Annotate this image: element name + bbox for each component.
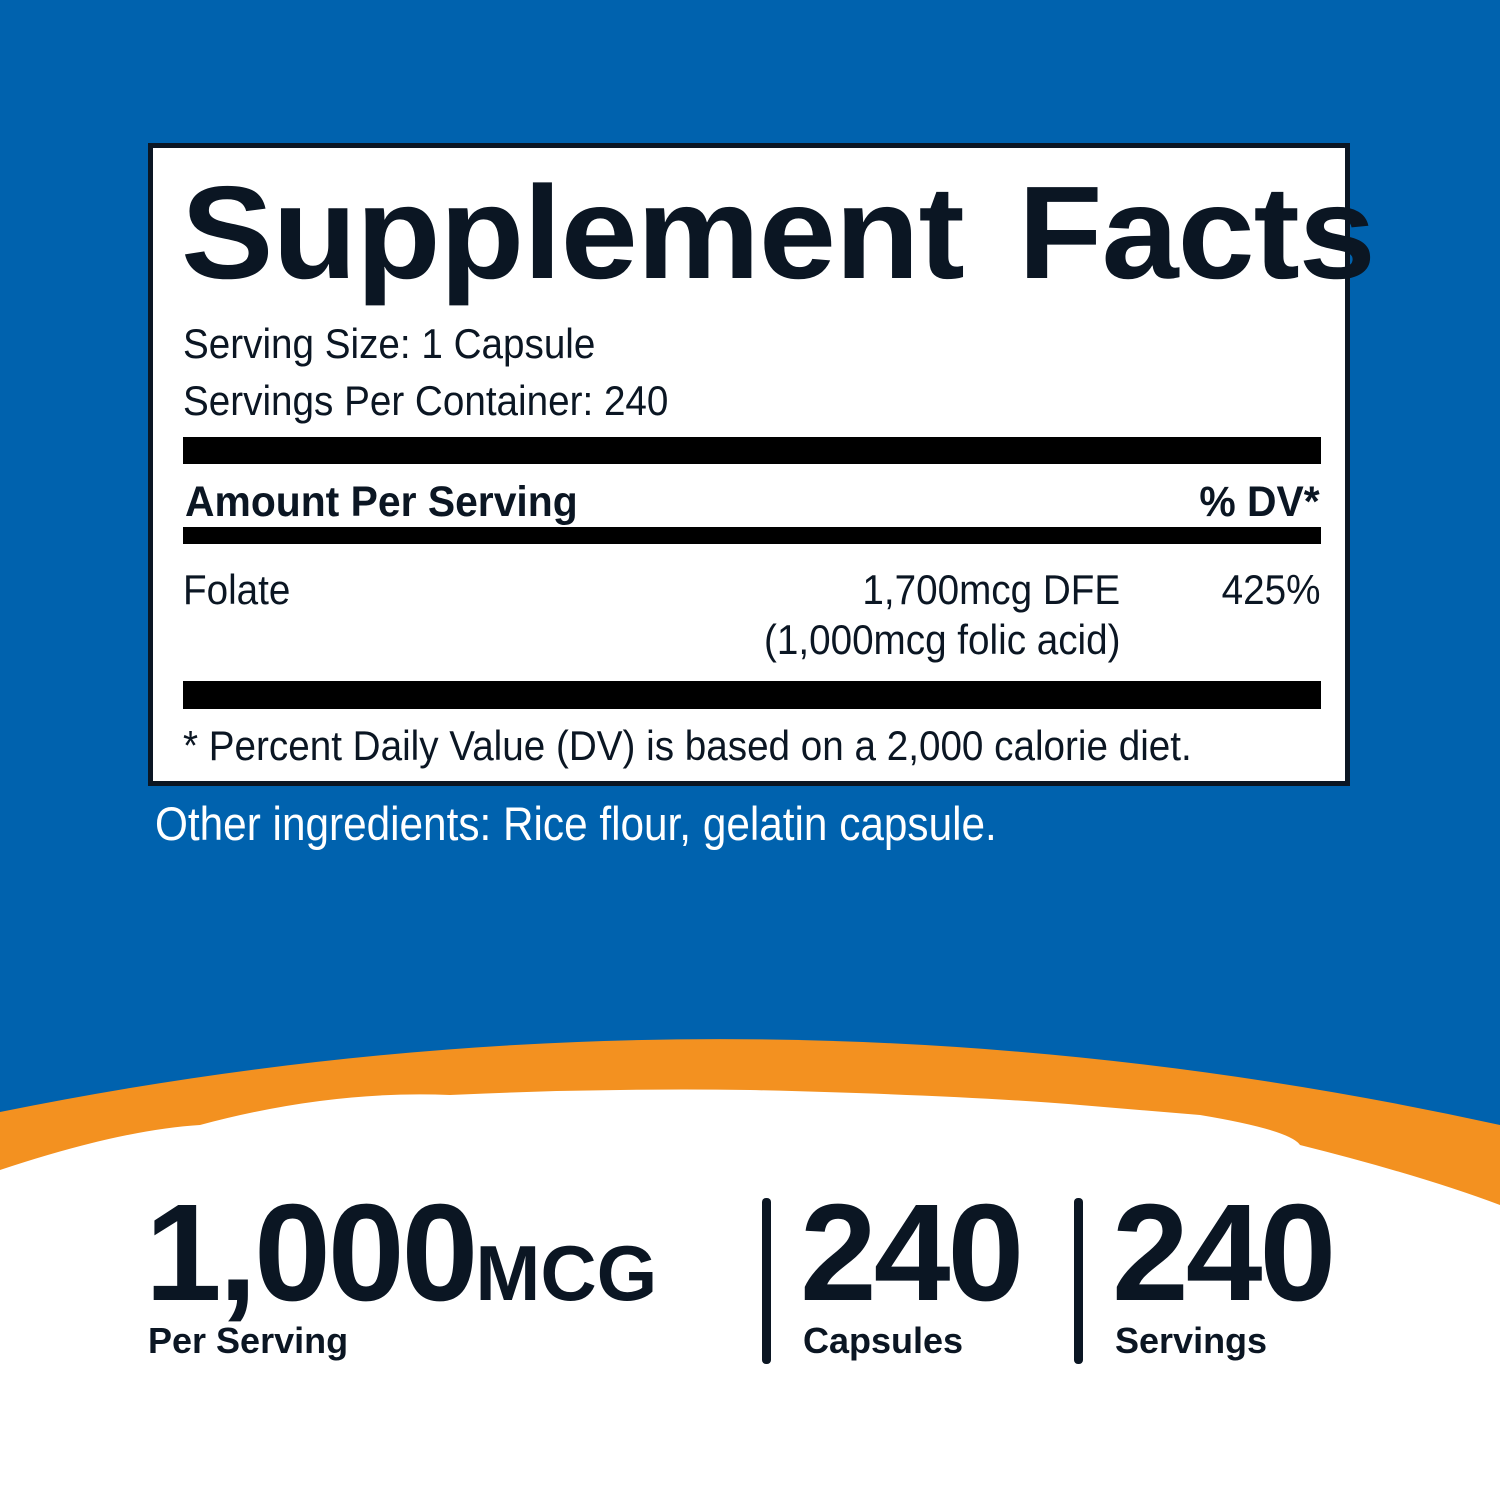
serving-size: Serving Size: 1 Capsule: [183, 320, 596, 367]
stat-dose-value: 1,000MCG: [145, 1184, 657, 1322]
nutrient-dv: 425%: [1221, 566, 1320, 613]
amount-header: Amount Per Serving: [185, 478, 578, 526]
stat-capsules-caption: Capsules: [803, 1320, 964, 1361]
stat-dose-number: 1,000: [145, 1176, 478, 1330]
dv-header: % DV*: [1199, 478, 1320, 526]
stat-divider: [762, 1198, 771, 1364]
footnote: * Percent Daily Value (DV) is based on a…: [183, 722, 1192, 769]
divider-thick: [183, 437, 1321, 464]
supplement-facts-panel: Supplement Facts Serving Size: 1 Capsule…: [148, 143, 1376, 786]
panel-title: Supplement Facts: [181, 159, 1376, 306]
stat-divider: [1074, 1198, 1083, 1364]
stat-dose-caption: Per Serving: [148, 1320, 349, 1361]
divider-thick: [183, 681, 1321, 709]
nutrient-amount-note: (1,000mcg folic acid): [763, 616, 1121, 663]
other-ingredients: Other ingredients: Rice flour, gelatin c…: [155, 797, 997, 850]
white-area: [0, 1089, 1500, 1500]
stat-capsules-value: 240: [800, 1176, 1024, 1330]
stat-servings-caption: Servings: [1115, 1320, 1268, 1361]
stat-servings-value: 240: [1112, 1176, 1336, 1330]
nutrient-name: Folate: [183, 566, 291, 613]
servings-per-container: Servings Per Container: 240: [183, 377, 669, 424]
divider-medium: [183, 527, 1321, 544]
stat-dose-unit: MCG: [475, 1229, 658, 1317]
nutrient-amount: 1,700mcg DFE: [862, 566, 1120, 613]
